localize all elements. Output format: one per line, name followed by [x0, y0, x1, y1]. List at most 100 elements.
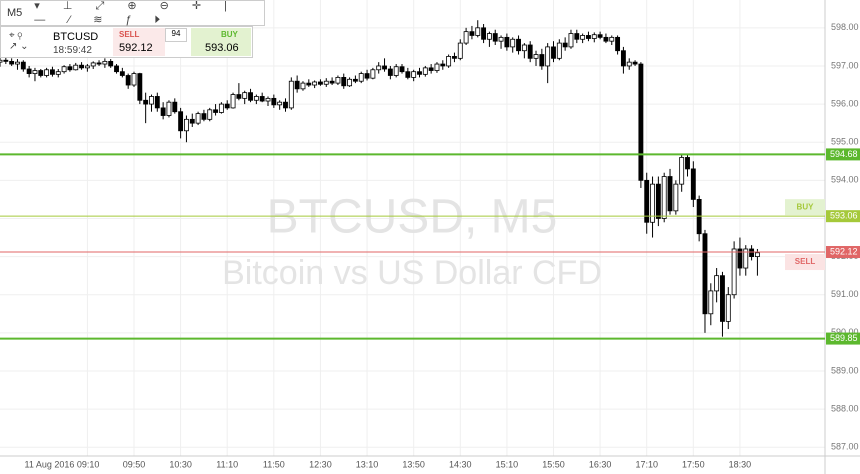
- candle-body: [38, 70, 44, 76]
- candle-body: [661, 176, 667, 219]
- candle-body: [55, 71, 61, 75]
- candle-body: [265, 97, 271, 102]
- y-tick-label: 598.00: [831, 22, 859, 32]
- panel-icons[interactable]: ⌖ ⚲ ↗ ⌄: [9, 30, 29, 52]
- candle-body: [288, 80, 294, 109]
- buy-button[interactable]: BUY 593.06: [191, 28, 251, 56]
- candle-body: [108, 60, 114, 67]
- candle-body: [609, 36, 615, 42]
- candle-body: [335, 76, 341, 84]
- candle-body: [387, 68, 393, 76]
- candle-body: [714, 275, 720, 292]
- candle-body: [469, 31, 475, 36]
- candle-body: [457, 42, 463, 59]
- y-tick-label: 590.00: [831, 327, 859, 337]
- candle-body: [364, 73, 370, 79]
- candle-body: [481, 27, 487, 40]
- candle-body: [242, 92, 248, 99]
- candle-body: [213, 109, 219, 113]
- candle-body: [463, 31, 469, 44]
- x-tick-label: 15:50: [542, 459, 565, 469]
- candle-body: [201, 113, 207, 120]
- candle-body: [626, 61, 632, 67]
- candle-body: [306, 82, 312, 86]
- candle-body: [271, 97, 277, 106]
- candle-body: [580, 35, 586, 40]
- candle-body: [26, 68, 32, 74]
- y-tick-label: 587.00: [831, 442, 859, 452]
- candle-body: [638, 63, 644, 181]
- symbol-panel: ⌖ ⚲ ↗ ⌄ BTCUSD 18:59:42 SELL 592.12 94 BU…: [0, 26, 253, 58]
- candle-body: [294, 80, 300, 90]
- candle-body: [527, 44, 533, 59]
- toolbar-icons[interactable]: ▾ ⊥ ⤢ ⊕ ⊖ ✛ | — ⁄ ≋ ƒ ⏵: [34, 0, 238, 26]
- candle-body: [32, 70, 38, 74]
- candle-body: [679, 157, 685, 185]
- candle-body: [178, 111, 184, 132]
- candle-body: [166, 101, 172, 116]
- candle-body: [207, 109, 213, 120]
- timeframe-select[interactable]: M5: [7, 7, 23, 19]
- price-level-tag: [826, 210, 860, 223]
- sell-price: 592.12: [119, 42, 153, 54]
- candle-body: [259, 96, 265, 102]
- candle-body: [720, 275, 725, 322]
- y-tick-label: 597.00: [831, 60, 859, 70]
- sell-button[interactable]: SELL 592.12: [113, 28, 165, 56]
- sell-label: SELL: [119, 30, 140, 39]
- candle-body: [323, 80, 329, 85]
- candle-body: [312, 81, 318, 86]
- candle-body: [510, 38, 516, 48]
- candle-body: [224, 103, 230, 109]
- candle-body: [673, 183, 679, 212]
- candle-body: [184, 118, 189, 132]
- x-tick-label: 10:30: [169, 459, 192, 469]
- candle-body: [393, 66, 399, 76]
- price-level-label: 589.85: [830, 333, 858, 343]
- price-level-tag: [826, 148, 860, 161]
- candle-body: [300, 82, 306, 90]
- candle-body: [498, 36, 504, 42]
- candle-body: [15, 61, 20, 65]
- candle-body: [218, 103, 224, 113]
- candle-body: [690, 168, 696, 200]
- candle-body: [90, 62, 96, 67]
- candle-body: [405, 71, 411, 78]
- candle-body: [114, 65, 119, 73]
- y-tick-label: 591.00: [831, 289, 859, 299]
- candle-body: [452, 56, 457, 59]
- order-tag: BUY: [797, 202, 815, 211]
- candle-body: [277, 101, 283, 106]
- candle-body: [556, 42, 562, 59]
- candle-body: [737, 248, 743, 269]
- buy-label: BUY: [221, 30, 238, 39]
- candle-body: [9, 60, 15, 65]
- candle-body: [731, 248, 737, 296]
- y-tick-label: 596.00: [831, 98, 859, 108]
- order-tag: SELL: [795, 257, 816, 266]
- x-tick-label: 13:50: [402, 459, 425, 469]
- candle-body: [428, 67, 434, 71]
- candle-body: [446, 56, 452, 67]
- candle-body: [615, 36, 621, 52]
- x-tick-label: 12:30: [309, 459, 332, 469]
- y-tick-label: 589.00: [831, 365, 859, 375]
- candle-body: [754, 252, 760, 257]
- candle-body: [358, 73, 364, 82]
- x-tick-label: 17:10: [635, 459, 658, 469]
- candle-body: [708, 290, 714, 315]
- x-tick-label: 18:30: [729, 459, 752, 469]
- candle-body: [685, 157, 690, 170]
- candle-body: [725, 294, 731, 322]
- candle-body: [84, 65, 90, 69]
- candle-body: [597, 34, 603, 38]
- candle-body: [516, 38, 521, 52]
- candle-body: [102, 60, 108, 65]
- candle-body: [492, 33, 498, 42]
- candle-body: [644, 179, 650, 223]
- candle-body: [125, 75, 131, 86]
- candle-body: [749, 248, 755, 257]
- candle-body: [230, 94, 236, 109]
- candle-body: [61, 66, 67, 73]
